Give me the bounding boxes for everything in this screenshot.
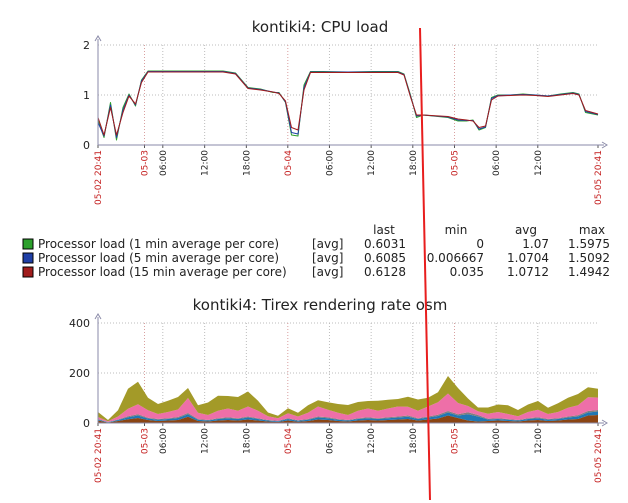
x-tick-label: 06:00 — [325, 428, 335, 454]
x-tick-label: 06:00 — [159, 428, 169, 454]
tirex-rate-chart: kontiki4: Tirex rendering rate osm 0 200 4… — [69, 296, 608, 483]
x-tick-label: 06:00 — [492, 428, 502, 454]
x-tick-label: 05-02 20:41 — [94, 428, 104, 483]
x-tick-label: 06:00 — [325, 150, 335, 176]
x-tick-label: 12:00 — [201, 150, 211, 176]
legend-header-avg: avg — [515, 223, 537, 237]
x-tick-label: 05-03 — [141, 150, 151, 176]
legend-last: 0.6128 — [364, 265, 406, 279]
legend-header-min: min — [445, 223, 468, 237]
x-tick-label: 06:00 — [492, 150, 502, 176]
x-tick-label: 06:00 — [159, 150, 169, 176]
legend-header-max: max — [579, 223, 605, 237]
y-tick-label: 1 — [83, 89, 90, 102]
y-tick-label: 2 — [83, 39, 90, 52]
legend-last: 0.6031 — [364, 237, 406, 251]
x-tick-label: 05-03 — [141, 428, 151, 454]
time-cursor-line — [419, 27, 431, 501]
x-tick-label: 18:00 — [242, 150, 252, 176]
line-series-1 — [97, 71, 599, 138]
legend-func: [avg] — [312, 237, 343, 251]
area-series-4 — [98, 376, 598, 422]
x-tick-label: 12:00 — [534, 428, 544, 454]
y-tick-label: 0 — [83, 417, 90, 430]
legend-swatch — [22, 252, 34, 264]
y-axis-arrow-icon — [94, 313, 102, 320]
x-tick-label: 12:00 — [367, 428, 377, 454]
y-tick-label: 400 — [69, 317, 90, 330]
x-tick-label: 12:00 — [534, 150, 544, 176]
y-tick-label: 0 — [83, 139, 90, 152]
x-tick-label: 05-04 — [284, 428, 294, 454]
legend-swatch — [22, 238, 34, 250]
y-axis-arrow-icon — [94, 35, 102, 42]
legend-label: Processor load (1 min average per core) — [38, 237, 279, 251]
tirex-chart-title: kontiki4: Tirex rendering rate osm — [193, 296, 448, 314]
x-tick-label: 18:00 — [409, 428, 419, 454]
line-series-2 — [97, 71, 599, 136]
x-tick-label: 05-05 20:41 — [594, 428, 604, 483]
x-tick-label: 05-04 — [284, 150, 294, 176]
legend-label: Processor load (5 min average per core) — [38, 251, 279, 265]
x-tick-label: 12:00 — [201, 428, 211, 454]
x-tick-label: 05-05 20:41 — [594, 150, 604, 205]
legend-avg: 1.07 — [522, 237, 549, 251]
legend-header-last: last — [373, 223, 395, 237]
legend-max: 1.5092 — [568, 251, 610, 265]
area-series-3 — [98, 393, 598, 422]
x-tick-label: 05-02 20:41 — [94, 150, 104, 205]
x-axis-arrow-icon — [601, 419, 608, 427]
x-tick-label: 18:00 — [242, 428, 252, 454]
cpu-legend: last min avg max Processor load (1 min a… — [22, 223, 610, 279]
x-tick-label: 05-05 — [451, 428, 461, 454]
legend-last: 0.6085 — [364, 251, 406, 265]
area-series-1 — [98, 411, 598, 423]
x-tick-label: 05-05 — [451, 150, 461, 176]
legend-swatch — [22, 266, 34, 278]
legend-min: 0 — [476, 237, 484, 251]
legend-min: 0.035 — [450, 265, 484, 279]
legend-avg: 1.0712 — [507, 265, 549, 279]
line-series-0 — [97, 70, 599, 141]
y-tick-label: 200 — [69, 367, 90, 380]
legend-func: [avg] — [312, 265, 343, 279]
legend-max: 1.4942 — [568, 265, 610, 279]
x-axis-arrow-icon — [601, 141, 608, 149]
legend-avg: 1.0704 — [507, 251, 549, 265]
legend-min: 0.006667 — [427, 251, 484, 265]
cpu-chart-title: kontiki4: CPU load — [252, 18, 388, 36]
x-tick-label: 12:00 — [367, 150, 377, 176]
cpu-load-chart: kontiki4: CPU load 0 1 2 05-02 20:41 05-03 0… — [83, 18, 608, 205]
legend-func: [avg] — [312, 251, 343, 265]
legend-label: Processor load (15 min average per core) — [38, 265, 287, 279]
x-tick-label: 18:00 — [409, 150, 419, 176]
legend-max: 1.5975 — [568, 237, 610, 251]
